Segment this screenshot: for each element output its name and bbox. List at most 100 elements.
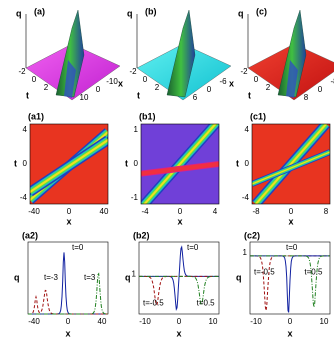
axis-label: t: [26, 90, 29, 100]
axis-label: q: [238, 8, 244, 18]
tick-label: 4: [213, 207, 218, 216]
tick-label: 0: [23, 159, 28, 168]
tick-label: 0: [288, 317, 293, 326]
tick-label: 0: [67, 207, 72, 216]
annotation: t=0.5: [197, 298, 216, 307]
density-map: [252, 124, 330, 204]
tick-label: 2: [266, 83, 271, 92]
soliton-ridge: [286, 60, 298, 98]
panel-label: (c1): [250, 111, 266, 121]
tick-label: -10: [250, 317, 262, 326]
tick-label: -8: [330, 77, 334, 86]
tick-label: 4: [23, 125, 28, 134]
tick-label: 0: [254, 75, 259, 84]
annotation: t=0: [72, 243, 84, 252]
tick-label: 0: [66, 317, 71, 326]
tick-label: 8: [304, 93, 309, 102]
tick-label: 10: [209, 317, 218, 326]
tick-label: 0: [245, 159, 250, 168]
tick-label: -8: [252, 207, 260, 216]
tick-label: 6: [193, 93, 198, 102]
plot-frame: [140, 123, 220, 205]
axis-label: t: [236, 158, 239, 168]
profile-curve: [250, 255, 330, 313]
axis-label: x: [287, 328, 292, 338]
tick-label: 0: [177, 317, 182, 326]
plot-frame: [251, 123, 331, 205]
panel-label: (c2): [244, 230, 260, 240]
axis-label: x: [288, 216, 293, 226]
axis-label: q: [127, 8, 133, 18]
density-band: [252, 151, 330, 185]
tick-label: 0: [318, 85, 323, 94]
density-map: [30, 124, 108, 204]
tick-label: 0: [32, 75, 37, 84]
tick-label: -6: [219, 77, 227, 86]
axis-label: x: [118, 78, 123, 88]
panel-label: (c): [256, 6, 267, 16]
tick-label: 0: [143, 75, 148, 84]
density-band: [141, 163, 219, 175]
tick-label: 0: [289, 207, 294, 216]
axis-label: x: [229, 78, 234, 88]
annotation: t=-0.5: [254, 267, 275, 276]
tick-label: 0: [96, 85, 101, 94]
axis-label: q: [16, 8, 22, 18]
axis-label: q: [236, 272, 242, 282]
profile-curve: [139, 275, 219, 306]
axis-label: q: [14, 272, 20, 282]
axis-label: q: [125, 272, 131, 282]
annotation: t=-0.5: [143, 298, 164, 307]
tick-label: -4: [141, 207, 149, 216]
tick-label: 0: [134, 159, 139, 168]
panel-label: (a): [34, 6, 45, 16]
profile-curve: [28, 252, 108, 315]
tick-label: -2: [18, 67, 26, 76]
axis-label: t: [248, 90, 251, 100]
tick-label: 2: [155, 83, 160, 92]
tick-label: -40: [28, 207, 40, 216]
soliton-ridge: [64, 60, 76, 98]
axis-label: x: [177, 216, 182, 226]
annotation: t=0: [286, 243, 298, 252]
density-band: [143, 124, 217, 204]
tick-label: 0: [207, 85, 212, 94]
tick-label: 4: [245, 125, 250, 134]
axis-label: t: [14, 158, 17, 168]
tick-label: -2: [129, 67, 137, 76]
axis-label: t: [125, 158, 128, 168]
tick-label: 8: [324, 207, 329, 216]
panel-label: (b1): [139, 111, 156, 121]
panel-label: (a2): [22, 230, 38, 240]
tick-label: -4: [242, 193, 250, 202]
tick-label: 2: [44, 83, 49, 92]
profile-curve: [250, 255, 330, 308]
annotation: t=0: [187, 243, 199, 252]
axis-label: x: [65, 328, 70, 338]
tick-label: -4: [20, 193, 28, 202]
profile-curve: [28, 272, 108, 315]
tick-label: 10: [320, 317, 329, 326]
tick-label: 1: [134, 125, 139, 134]
tick-label: -40: [28, 317, 40, 326]
tick-label: -2: [240, 67, 248, 76]
plot-frame: [27, 241, 109, 315]
density-band: [30, 139, 108, 193]
annotation: t=-3: [44, 273, 59, 282]
tick-label: -10: [139, 317, 151, 326]
density-band: [255, 124, 327, 204]
panel-label: (b): [145, 6, 157, 16]
tick-label: -1: [131, 193, 139, 202]
tick-label: 40: [98, 317, 107, 326]
tick-label: 0: [178, 207, 183, 216]
tick-label: 40: [100, 207, 109, 216]
annotation: t=3: [84, 273, 96, 282]
soliton-ridge: [166, 9, 196, 98]
tick-label: 1: [243, 248, 248, 257]
profile-curve: [139, 275, 219, 306]
density-map: [141, 124, 219, 204]
axis-label: t: [137, 90, 140, 100]
tick-label: 10: [80, 93, 89, 102]
